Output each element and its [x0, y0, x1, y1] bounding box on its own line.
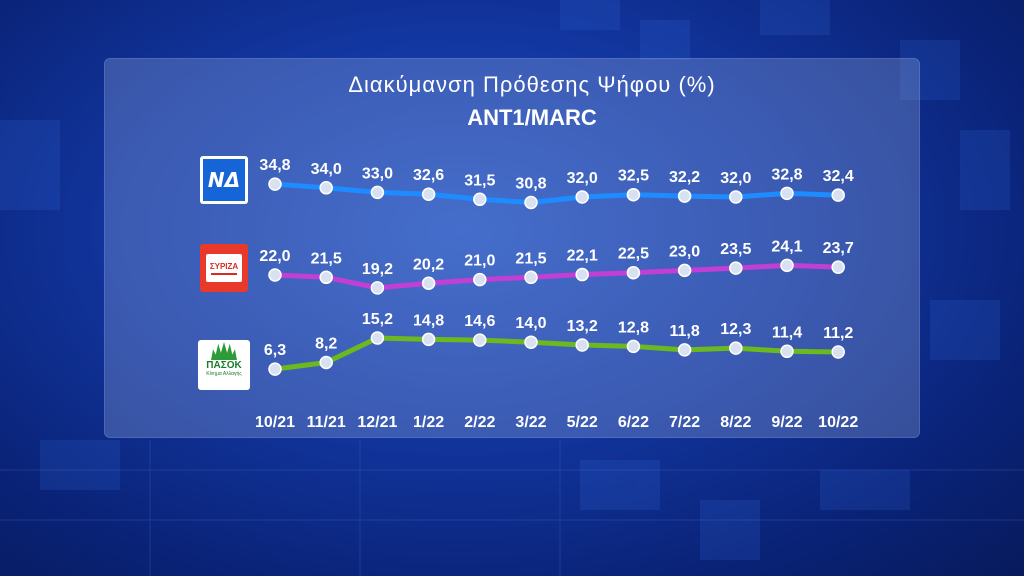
syriza-point [626, 265, 641, 280]
pasok-point [421, 332, 436, 347]
syriza-value-label: 21,0 [464, 253, 495, 270]
pasok-series-line [272, 335, 841, 372]
x-tick-label: 2/22 [464, 414, 495, 431]
pasok-point [319, 355, 333, 370]
syriza-point [421, 276, 436, 291]
syriza-value-label: 23,7 [823, 240, 854, 257]
x-tick-label: 9/22 [771, 414, 802, 431]
nd-point [626, 187, 641, 202]
nd-logo-icon: ΝΔ [200, 156, 248, 204]
pasok-value-label: 12,3 [720, 321, 751, 338]
chart-title: Διακύμανση Πρόθεσης Ψήφου (%) [348, 72, 716, 97]
pasok-point [626, 339, 641, 354]
nd-point [575, 190, 589, 204]
pasok-point [831, 345, 845, 359]
x-tick-label: 10/21 [255, 414, 295, 431]
syriza-logo-text: ΣΥΡΙΖΑ [209, 261, 239, 271]
syriza-point [524, 270, 538, 285]
nd-value-label: 32,8 [771, 166, 802, 183]
x-tick-label: 12/21 [357, 414, 397, 431]
pasok-value-label: 11,4 [772, 324, 802, 341]
nd-point [831, 188, 845, 202]
syriza-point [575, 267, 589, 282]
nd-value-label: 31,5 [464, 172, 495, 189]
syriza-value-label: 22,5 [618, 246, 649, 263]
syriza-value-label: 21,5 [311, 250, 342, 267]
nd-value-label: 32,4 [823, 168, 854, 185]
nd-value-label: 34,8 [259, 157, 290, 174]
syriza-value-label: 23,0 [669, 243, 700, 260]
nd-value-label: 32,2 [669, 169, 700, 186]
pasok-point [780, 344, 794, 359]
x-tick-label: 5/22 [567, 414, 598, 431]
pasok-value-label: 14,8 [413, 312, 444, 329]
syriza-value-label: 20,2 [413, 256, 444, 273]
nd-point [780, 186, 794, 201]
pasok-point [677, 343, 692, 357]
syriza-point [370, 281, 385, 295]
pasok-value-label: 15,2 [362, 311, 393, 328]
nd-point [473, 192, 487, 207]
syriza-value-label: 23,5 [720, 241, 751, 258]
nd-value-label: 32,5 [618, 168, 649, 185]
syriza-logo-icon: ΣΥΡΙΖΑ [200, 244, 248, 292]
syriza-point [319, 270, 333, 285]
syriza-value-label: 19,2 [362, 261, 393, 278]
pasok-point [370, 331, 385, 345]
syriza-value-label: 21,5 [515, 250, 546, 267]
x-tick-label: 8/22 [720, 414, 751, 431]
x-tick-label: 3/22 [515, 414, 546, 431]
nd-value-label: 33,0 [362, 165, 393, 182]
pasok-value-label: 8,2 [315, 336, 337, 353]
pasok-value-label: 14,6 [464, 313, 495, 330]
nd-logo-text: ΝΔ [203, 159, 245, 201]
x-tick-label: 11/21 [307, 414, 346, 431]
nd-value-label: 34,0 [311, 161, 342, 178]
nd-point [524, 195, 538, 210]
syriza-point [473, 272, 487, 287]
pasok-value-label: 11,8 [669, 323, 699, 340]
pasok-logo-icon: ΠΑΣΟΚ Κίνημα Αλλαγής [198, 340, 250, 390]
chart-subtitle: ANT1/MARC [467, 105, 597, 130]
pasok-point [524, 335, 538, 349]
x-tick-label: 10/22 [818, 414, 858, 431]
nd-point [677, 189, 692, 203]
syriza-series-line [272, 262, 841, 291]
nd-value-label: 32,6 [413, 167, 444, 184]
syriza-point [268, 268, 282, 282]
pasok-point [575, 338, 589, 352]
pasok-value-label: 14,0 [515, 315, 546, 332]
nd-series-line [272, 181, 841, 206]
x-tick-label: 1/22 [413, 414, 444, 431]
syriza-value-label: 24,1 [771, 238, 802, 255]
pasok-value-label: 6,3 [264, 342, 286, 359]
nd-value-label: 32,0 [567, 170, 598, 187]
nd-value-label: 32,0 [720, 170, 751, 187]
x-tick-label: 6/22 [618, 414, 649, 431]
nd-value-label: 30,8 [515, 176, 546, 193]
syriza-point [677, 263, 692, 278]
pasok-logo-subtext: Κίνημα Αλλαγής [206, 371, 242, 377]
pasok-value-label: 11,2 [823, 325, 853, 342]
syriza-point [780, 258, 794, 273]
x-tick-label: 7/22 [669, 414, 700, 431]
syriza-value-label: 22,1 [567, 248, 598, 265]
pasok-point [268, 362, 282, 376]
syriza-point [831, 260, 845, 274]
pasok-point [729, 341, 743, 355]
nd-point [729, 190, 743, 204]
pasok-point [473, 333, 487, 347]
nd-point [268, 177, 282, 191]
pasok-value-label: 12,8 [618, 319, 649, 336]
syriza-point [729, 261, 743, 275]
pasok-value-label: 13,2 [567, 318, 598, 335]
nd-point [319, 181, 333, 195]
pasok-logo-text: ΠΑΣΟΚ [206, 360, 242, 371]
nd-point [370, 185, 385, 200]
nd-point [421, 187, 436, 201]
syriza-value-label: 22,0 [259, 248, 290, 265]
